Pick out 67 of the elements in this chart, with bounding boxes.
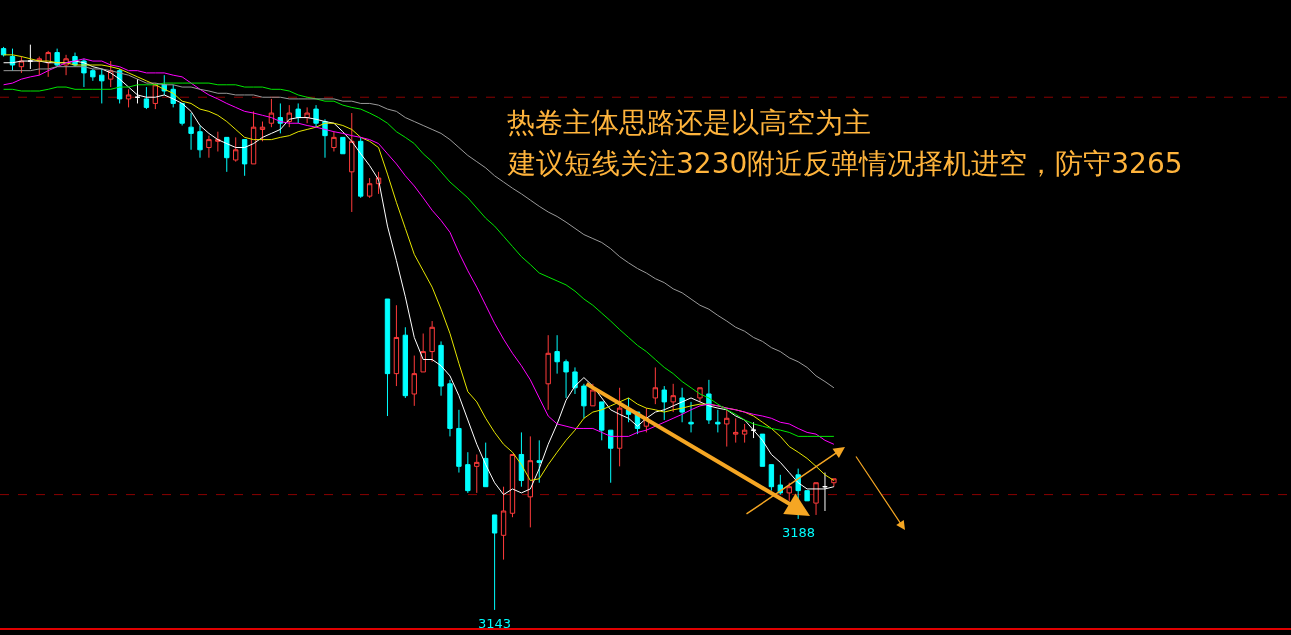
candlestick (411, 355, 417, 407)
candlestick (90, 68, 96, 82)
candlestick (420, 333, 426, 373)
candlestick (143, 86, 150, 110)
candlestick (608, 429, 614, 484)
candlestick (295, 102, 301, 124)
candlestick (54, 48, 60, 68)
candlestick (233, 136, 239, 163)
candlestick (491, 514, 498, 611)
candlestick (768, 464, 775, 492)
candlestick (670, 383, 676, 413)
candlestick (590, 383, 596, 407)
candlestick (527, 435, 534, 528)
candlestick (483, 442, 489, 488)
candlestick (241, 139, 248, 177)
candlestick (125, 88, 132, 108)
candlestick (358, 136, 364, 199)
candlestick (349, 112, 355, 213)
candlestick (340, 136, 346, 155)
candlestick (581, 383, 587, 419)
candlestick (616, 387, 623, 467)
candlestick (733, 417, 739, 444)
candlestick (402, 326, 409, 399)
candlestick (179, 102, 185, 126)
annotation: 热卷主体思路还是以高空为主 (507, 106, 871, 139)
candlestick (652, 366, 659, 405)
candlestick (188, 112, 194, 151)
candlestick (134, 78, 141, 104)
candlestick (554, 334, 560, 375)
candlestick (741, 423, 748, 444)
candlestick (661, 385, 667, 421)
candlestick (99, 68, 105, 104)
candlestick (715, 409, 721, 433)
candlestick (786, 482, 792, 502)
candlestick (384, 298, 391, 417)
candlestick (750, 421, 757, 439)
candlestick (545, 334, 551, 411)
annotation: 3188 (782, 525, 816, 540)
candlestick (688, 401, 694, 433)
candlestick (250, 110, 257, 165)
candlestick (500, 486, 507, 561)
candlestick (474, 453, 480, 494)
candlestick (9, 48, 16, 72)
candlestick (259, 121, 266, 142)
candlestick (366, 177, 373, 199)
annotation: 建议短线关注3230附近反弹情况择机进空，防守3265 (507, 147, 1183, 180)
candlestick (572, 366, 578, 395)
candlestick (456, 409, 462, 474)
candlestick (509, 453, 516, 518)
candlestick (536, 439, 542, 484)
candlestick (804, 490, 810, 502)
candlestick (447, 379, 453, 437)
candlestick (393, 304, 400, 387)
candlestick (197, 124, 203, 159)
candlestick (215, 131, 221, 152)
candlestick (331, 131, 337, 152)
candlestick (563, 359, 569, 399)
candlestick (206, 135, 212, 159)
candlestick (465, 451, 471, 494)
candlestick (224, 136, 230, 173)
candlestick (438, 340, 444, 397)
candlestick (429, 320, 435, 363)
candlestick (724, 409, 730, 448)
candlestick (268, 98, 275, 128)
candlestick (599, 401, 605, 441)
candlestick (518, 431, 525, 488)
annotation: 3143 (478, 616, 512, 631)
